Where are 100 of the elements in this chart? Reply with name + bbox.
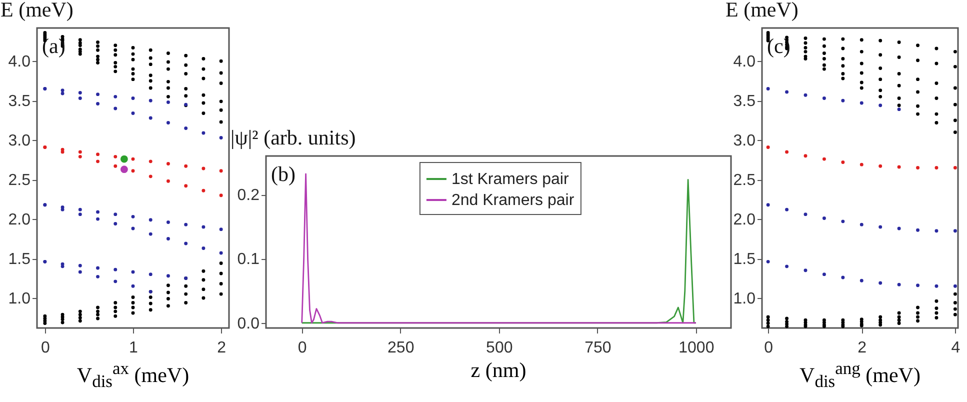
point <box>934 284 938 288</box>
point <box>202 246 206 250</box>
point <box>166 162 170 166</box>
point <box>131 169 135 173</box>
point <box>860 38 864 42</box>
point <box>114 164 118 168</box>
point <box>219 59 223 63</box>
point <box>131 67 135 71</box>
point <box>785 208 789 212</box>
point <box>766 322 770 325</box>
point <box>96 160 100 164</box>
annotation: (b) <box>271 162 296 186</box>
point <box>202 76 206 80</box>
point <box>878 88 882 92</box>
point <box>166 237 170 241</box>
point <box>219 120 223 124</box>
point <box>934 229 938 233</box>
point <box>202 93 206 97</box>
point <box>131 96 135 100</box>
x-axis-title: V$_{dis}$$^{ang}$ (meV) <box>798 358 922 392</box>
point <box>953 312 957 316</box>
point <box>916 166 920 170</box>
point <box>166 52 170 55</box>
point <box>897 311 901 315</box>
point <box>766 260 770 264</box>
point <box>804 212 808 216</box>
y-tick-label: 0.2 <box>237 187 260 204</box>
point <box>766 324 770 328</box>
point <box>804 154 808 158</box>
point <box>953 229 957 233</box>
point <box>878 53 882 57</box>
y-axis-title: |ψ|² (arb. units) <box>230 126 356 150</box>
point <box>148 116 152 120</box>
point <box>202 112 206 115</box>
point <box>897 282 901 286</box>
point <box>766 87 770 91</box>
point <box>202 288 206 292</box>
point <box>953 284 957 288</box>
point <box>202 101 206 105</box>
point <box>897 226 901 230</box>
point <box>131 58 135 62</box>
point <box>860 71 864 75</box>
x-tick-label: 750 <box>584 340 612 356</box>
point <box>897 84 901 88</box>
point <box>953 307 957 311</box>
y-tick-label: 0.0 <box>237 315 260 332</box>
point <box>148 302 152 306</box>
point <box>131 214 135 218</box>
point <box>897 96 901 100</box>
point <box>804 93 808 97</box>
point <box>96 312 100 316</box>
point <box>114 70 118 74</box>
point <box>878 164 882 168</box>
point <box>184 184 188 188</box>
point <box>934 316 938 320</box>
point <box>822 37 826 41</box>
point <box>60 264 64 268</box>
point <box>878 38 882 42</box>
point <box>96 44 100 48</box>
point <box>822 157 826 161</box>
point <box>114 268 118 272</box>
point <box>897 318 901 322</box>
point <box>166 80 170 84</box>
point <box>202 296 206 300</box>
point <box>60 92 64 96</box>
point <box>114 222 118 226</box>
point <box>96 152 100 156</box>
point <box>184 222 188 226</box>
point <box>916 284 920 288</box>
point <box>860 278 864 282</box>
legend-label: 2nd Kramers pair <box>451 192 575 209</box>
point <box>878 94 882 98</box>
point <box>96 217 100 221</box>
y-tick-label: 4.0 <box>733 54 756 71</box>
point <box>841 46 845 50</box>
point <box>934 82 938 85</box>
point <box>78 316 82 320</box>
point <box>78 264 82 268</box>
point <box>916 58 920 62</box>
y-tick-label: 1.0 <box>733 290 756 308</box>
point <box>860 80 864 84</box>
point <box>96 266 100 270</box>
point <box>96 274 100 278</box>
point <box>219 262 223 265</box>
point <box>131 270 135 274</box>
point <box>785 316 789 320</box>
x-tick-label: 0 <box>40 340 50 356</box>
point <box>804 36 808 40</box>
point <box>166 220 170 224</box>
point <box>202 131 206 135</box>
point <box>148 308 152 312</box>
x-tick-label: 2 <box>217 340 226 356</box>
point <box>78 270 82 274</box>
annotation: (a) <box>42 34 66 58</box>
point <box>841 98 845 102</box>
point <box>953 86 957 90</box>
point <box>916 228 920 232</box>
point <box>114 306 118 310</box>
point <box>148 232 152 236</box>
point <box>897 55 901 59</box>
